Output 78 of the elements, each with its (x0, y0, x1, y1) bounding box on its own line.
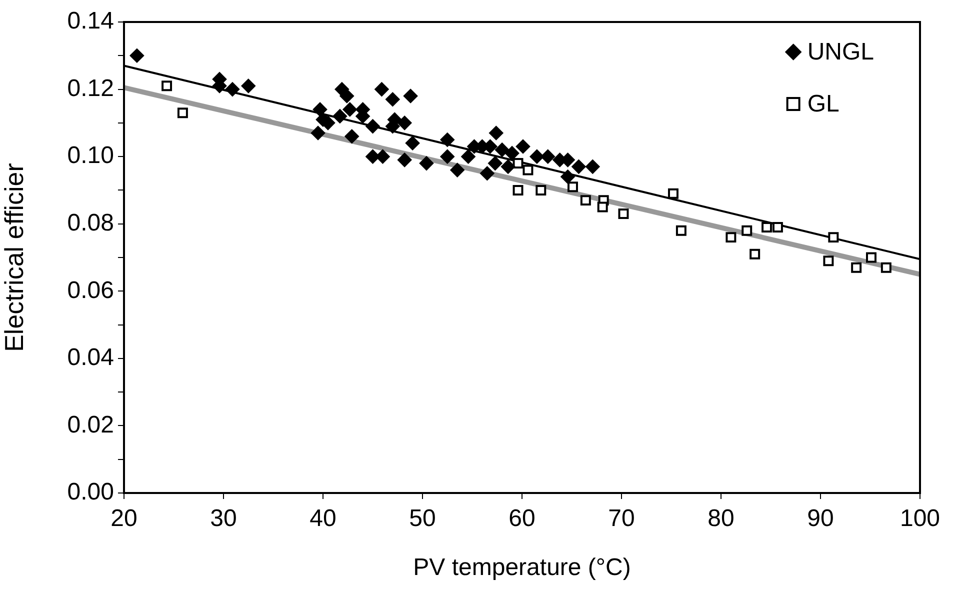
point (419, 156, 434, 170)
y-tick-label: 0.02 (67, 411, 114, 438)
point (505, 146, 520, 160)
point (376, 150, 390, 164)
x-tick-label: 70 (608, 505, 635, 532)
point (461, 150, 476, 164)
point (823, 256, 834, 266)
point (366, 119, 380, 134)
point (522, 164, 534, 176)
point (177, 108, 188, 118)
point (560, 170, 575, 184)
point (495, 142, 510, 157)
x-tick-label: 20 (110, 505, 138, 532)
y-tick-label: 0.10 (67, 142, 114, 170)
point (450, 163, 464, 178)
point (440, 150, 454, 164)
point (488, 156, 502, 170)
point (516, 139, 530, 154)
point (340, 89, 354, 104)
point (342, 102, 357, 116)
point (586, 160, 600, 174)
point (572, 160, 586, 174)
point (668, 188, 678, 199)
x-tick-label: 90 (807, 505, 834, 532)
point (772, 222, 783, 232)
point (313, 102, 328, 116)
point (851, 262, 862, 273)
point (597, 202, 608, 212)
y-tick-label: 0.04 (67, 344, 114, 372)
y-tick-label: 0.08 (67, 209, 114, 236)
y-axis-title: Electrical efficier (0, 162, 29, 352)
point (374, 82, 389, 96)
point (366, 150, 380, 164)
point (676, 225, 686, 236)
point (530, 150, 544, 164)
point (404, 89, 418, 104)
point (866, 252, 876, 263)
point (398, 152, 412, 167)
point (386, 92, 400, 106)
point (344, 129, 359, 144)
point (742, 225, 752, 236)
point (540, 150, 555, 164)
point (162, 80, 172, 92)
x-tick-label: 60 (508, 505, 536, 532)
point (880, 262, 892, 273)
point (332, 109, 347, 124)
point (512, 158, 524, 169)
point (398, 116, 412, 130)
point (512, 184, 524, 196)
point (225, 82, 240, 96)
point (130, 48, 144, 63)
y-tick-label: 0.14 (67, 8, 114, 35)
x-tick-label: 80 (708, 505, 734, 532)
y-tick-label: 0.06 (67, 276, 114, 304)
legend-label: GL (807, 90, 840, 118)
point (406, 136, 420, 150)
point (618, 208, 629, 220)
x-tick-label: 100 (900, 505, 940, 532)
x-tick-label: 40 (310, 505, 336, 532)
x-axis-title: PV temperature (°C) (413, 554, 631, 582)
point (536, 184, 546, 196)
point (726, 232, 736, 243)
y-tick-label: 0.12 (67, 74, 114, 102)
point (750, 248, 760, 260)
x-tick-label: 50 (409, 505, 436, 532)
point (241, 78, 256, 93)
point (489, 126, 504, 140)
point (311, 126, 326, 140)
x-tick-label: 30 (210, 505, 237, 532)
point (440, 132, 454, 147)
point (480, 166, 494, 180)
y-tick-label: 0.00 (67, 478, 114, 506)
point (828, 232, 839, 243)
point (568, 182, 578, 192)
point (580, 195, 591, 206)
legend-label: UNGL (807, 38, 874, 66)
point (762, 222, 772, 232)
point (501, 160, 516, 174)
